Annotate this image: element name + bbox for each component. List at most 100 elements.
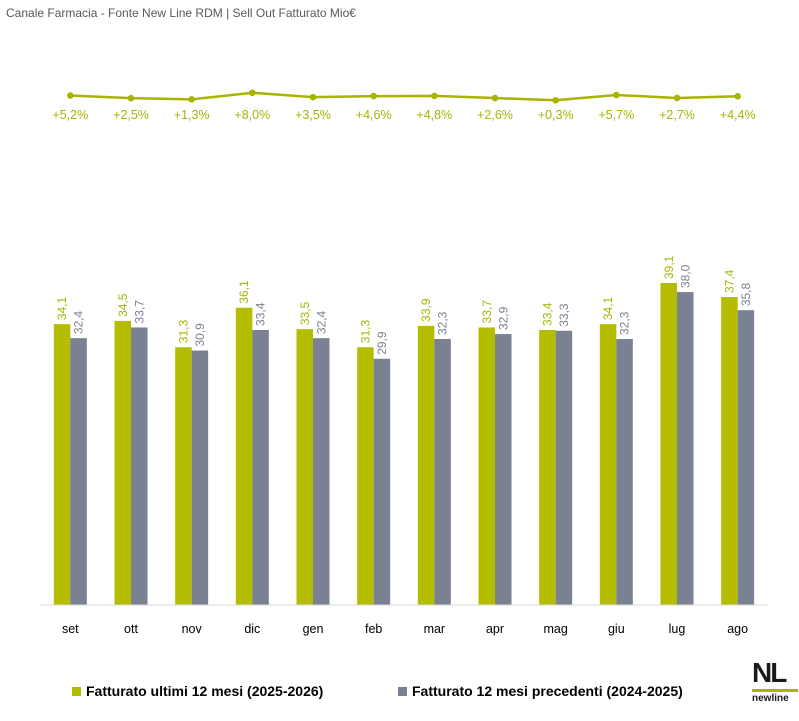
legend-item-current: Fatturato ultimi 12 mesi (2025-2026) <box>72 683 323 699</box>
logo-accent-bar <box>752 689 798 692</box>
chart-title: Canale Farmacia - Fonte New Line RDM | S… <box>6 6 356 20</box>
growth-label-apr: +2,6% <box>477 108 513 122</box>
x-tick-giu: giu <box>608 622 625 636</box>
growth-label-set: +5,2% <box>52 108 88 122</box>
growth-label-ago: +4,4% <box>720 108 756 122</box>
x-tick-gen: gen <box>303 622 324 636</box>
growth-label-feb: +4,6% <box>356 108 392 122</box>
bar-previous-feb <box>373 358 391 605</box>
data-label-previous-mag: 33,3 <box>557 303 571 327</box>
bar-chart: +5,2% +2,5% +1,3% +8,0% +3,5% +4,6% +4,8% +2,6%… <box>40 89 768 636</box>
data-label-previous-set: 32,4 <box>72 310 86 334</box>
bar-previous-mar <box>434 339 451 605</box>
bar-previous-ott <box>131 327 148 605</box>
growth-point-ago <box>734 92 741 100</box>
bar-previous-ago <box>737 310 755 605</box>
bar-current-nov <box>175 347 192 605</box>
growth-line <box>70 91 738 102</box>
growth-point-apr <box>491 94 499 102</box>
data-label-current-giu: 34,1 <box>601 296 615 320</box>
bar-current-dic <box>235 307 253 605</box>
x-tick-set: set <box>62 622 79 636</box>
growth-point-dic <box>249 89 256 97</box>
growth-point-mar <box>431 92 438 100</box>
data-label-previous-apr: 32,9 <box>496 306 510 330</box>
bar-previous-gen <box>313 338 330 605</box>
data-label-current-ago: 37,4 <box>722 269 736 293</box>
bars-layer: 34,132,434,5 33,731,3 30,936,133,4 33,5 32,4… <box>53 255 755 605</box>
growth-label-mar: +4,8% <box>416 108 452 122</box>
data-label-current-lug: 39,1 <box>662 255 676 279</box>
bar-previous-set <box>70 338 87 605</box>
x-tick-lug: lug <box>669 622 686 636</box>
data-label-current-mar: 33,9 <box>419 298 433 322</box>
bar-current-lug <box>660 283 677 605</box>
data-label-previous-ago: 35,8 <box>739 282 753 306</box>
data-label-previous-gen: 32,4 <box>314 310 328 334</box>
bar-previous-mag <box>555 330 573 605</box>
bar-current-feb <box>357 347 374 605</box>
growth-point-nov <box>188 96 195 103</box>
legend-label-current: Fatturato ultimi 12 mesi (2025-2026) <box>86 683 324 699</box>
data-label-previous-giu: 32,3 <box>618 311 632 335</box>
bar-current-gen <box>296 329 313 605</box>
growth-line-layer: +5,2% +2,5% +1,3% +8,0% +3,5% +4,6% +4,8% +2,6%… <box>52 89 756 122</box>
bar-current-ott <box>114 320 131 605</box>
growth-label-mag: +0,3% <box>538 108 574 122</box>
bar-current-mag <box>539 329 556 605</box>
growth-label-dic: +8,0% <box>234 108 270 122</box>
legend-swatch-current <box>72 686 81 696</box>
growth-point-mag <box>552 97 559 104</box>
growth-point-gen <box>309 93 317 101</box>
bar-current-mar <box>417 325 435 605</box>
x-tick-apr: apr <box>486 622 504 636</box>
legend-label-previous: Fatturato 12 mesi precedenti (2024-2025) <box>412 683 683 699</box>
growth-label-giu: +5,7% <box>598 108 634 122</box>
growth-point-set <box>67 92 74 99</box>
data-label-current-dic: 36,1 <box>237 280 251 304</box>
growth-label-lug: +2,7% <box>659 108 695 122</box>
data-label-current-ott: 34,5 <box>116 293 130 317</box>
growth-point-giu <box>613 91 620 99</box>
bar-current-apr <box>478 327 495 605</box>
legend-item-previous: Fatturato 12 mesi precedenti (2024-2025) <box>398 683 683 699</box>
bar-previous-lug <box>677 292 694 605</box>
data-label-current-feb: 31,3 <box>358 320 372 344</box>
bar-previous-dic <box>252 329 269 605</box>
data-label-current-mag: 33,4 <box>540 302 554 326</box>
bar-previous-apr <box>495 334 512 605</box>
data-label-previous-ott: 33,7 <box>132 300 146 324</box>
x-tick-feb: feb <box>365 622 382 636</box>
growth-label-gen: +3,5% <box>295 108 331 122</box>
bar-previous-nov <box>191 350 209 605</box>
data-label-current-gen: 33,5 <box>298 301 312 325</box>
data-label-previous-nov: 30,9 <box>193 323 207 347</box>
growth-label-nov: +1,3% <box>174 108 210 122</box>
legend: Fatturato ultimi 12 mesi (2025-2026) Fat… <box>0 683 799 705</box>
x-tick-ago: ago <box>727 622 748 636</box>
x-tick-dic: dic <box>244 622 260 636</box>
x-tick-layer: set ott nov dic gen feb mar apr mag giu lug ago <box>62 622 748 636</box>
x-tick-nov: nov <box>182 622 203 636</box>
newline-logo: NL newline <box>752 658 798 710</box>
logo-wordmark: newline <box>752 693 789 704</box>
bar-current-ago <box>721 297 738 605</box>
bar-current-giu <box>599 324 617 605</box>
growth-point-ott <box>127 94 135 102</box>
data-label-previous-mar: 32,3 <box>436 311 450 335</box>
growth-point-lug <box>673 94 681 102</box>
data-label-current-nov: 31,3 <box>176 320 190 344</box>
bar-current-set <box>53 324 71 605</box>
data-label-previous-dic: 33,4 <box>254 302 268 326</box>
data-label-current-set: 34,1 <box>55 296 69 320</box>
data-label-previous-lug: 38,0 <box>678 264 692 288</box>
bar-previous-giu <box>616 339 633 605</box>
x-tick-ott: ott <box>124 622 138 636</box>
x-tick-mag: mag <box>544 622 568 636</box>
data-label-current-apr: 33,7 <box>480 300 494 324</box>
growth-point-feb <box>370 92 377 100</box>
x-tick-mar: mar <box>424 622 446 636</box>
legend-swatch-previous <box>398 686 407 696</box>
logo-mark: NL <box>752 657 787 688</box>
growth-label-ott: +2,5% <box>113 108 149 122</box>
